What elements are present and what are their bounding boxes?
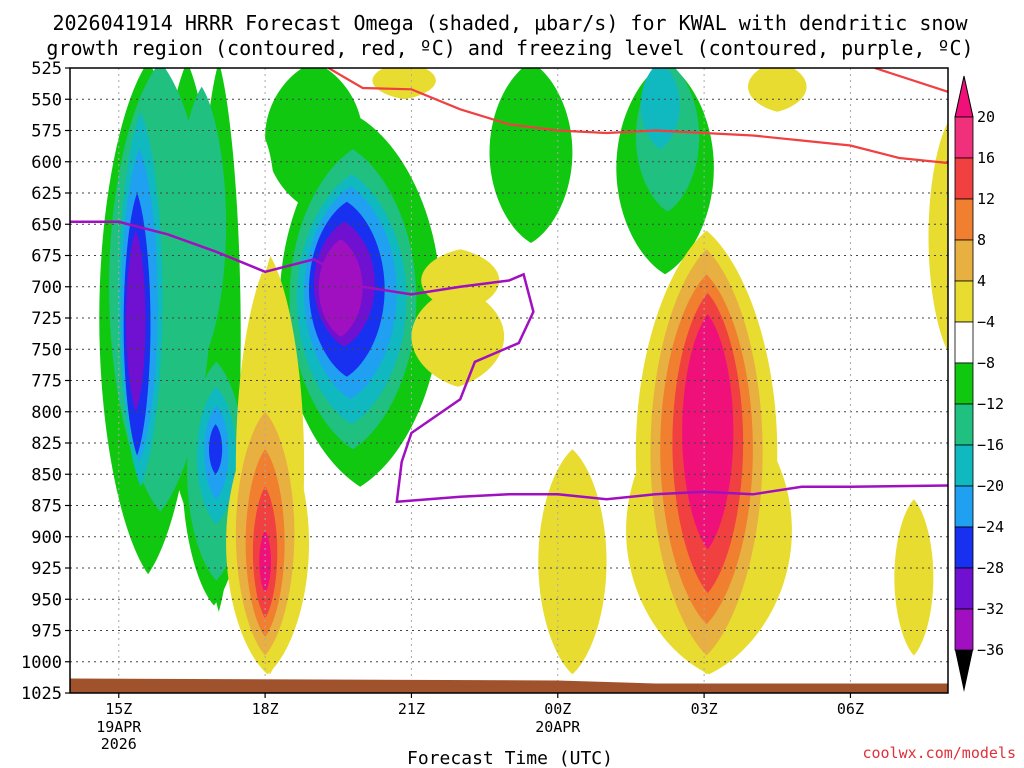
colorbar-label: 16	[977, 149, 995, 167]
pressure-tick-label: 525	[31, 59, 62, 79]
pressure-tick-label: 725	[31, 309, 62, 329]
terrain-fill	[70, 678, 948, 693]
colorbar-swatch	[954, 321, 974, 364]
colorbar-swatch	[954, 567, 974, 610]
colorbar-swatch	[954, 280, 974, 323]
omega-upward-center-core-2	[318, 239, 363, 337]
time-tick-sublabel: 2026	[101, 735, 137, 753]
pressure-tick-label: 1025	[21, 684, 62, 704]
colorbar-label: 4	[977, 272, 986, 290]
time-tick-label: 21Z	[398, 700, 425, 718]
omega-upward-left-teal-b	[177, 86, 227, 362]
colorbar-top-arrow	[954, 75, 974, 118]
pressure-tick-label: 900	[31, 528, 62, 548]
colorbar-label: −20	[977, 477, 1004, 495]
pressure-axis: 525 550 575 600 625 650 675 700 725 750 775 800 825 8…	[21, 59, 70, 704]
pressure-tick-label: 700	[31, 278, 62, 298]
pressure-tick-label: 925	[31, 559, 62, 579]
colorbar-bottom-arrow	[955, 650, 973, 692]
pressure-tick-label: 1000	[21, 653, 62, 673]
dgz-contour-red	[874, 68, 948, 93]
colorbar: 20 16 12 8 4 −4 −8 −12 −16 −20 −24 −28 −32 −36	[954, 75, 1004, 692]
time-tick-sublabel: 19APR	[96, 718, 142, 736]
pressure-tick-label: 950	[31, 590, 62, 610]
colorbar-label: −12	[977, 395, 1004, 413]
pressure-tick-label: 975	[31, 622, 62, 642]
pressure-tick-label: 675	[31, 247, 62, 267]
omega-upward-mid-core	[209, 424, 223, 475]
colorbar-swatch	[954, 116, 974, 159]
time-tick-sublabel: 20APR	[535, 718, 581, 736]
colorbar-label: 20	[977, 108, 995, 126]
grid-lines	[70, 68, 948, 693]
colorbar-label: −28	[977, 559, 1004, 577]
colorbar-swatch	[954, 526, 974, 569]
time-tick-label: 00Z	[544, 700, 571, 718]
colorbar-swatch	[954, 239, 974, 282]
omega-upward-right-cyan	[640, 68, 680, 150]
pressure-tick-label: 775	[31, 372, 62, 392]
colorbar-swatch	[954, 608, 974, 651]
omega-upward-left-core-2	[126, 230, 146, 412]
omega-downward-top-1	[372, 68, 436, 100]
chart-title-line-2: growth region (contoured, red, ºC) and f…	[46, 36, 973, 60]
time-tick-label: 18Z	[252, 700, 279, 718]
pressure-tick-label: 875	[31, 497, 62, 517]
omega-gap-notch	[252, 136, 275, 275]
omega-downward-far-right	[928, 122, 948, 352]
pressure-tick-label: 625	[31, 184, 62, 204]
pressure-tick-label: 750	[31, 340, 62, 360]
omega-downward-lower-3	[894, 499, 934, 656]
pressure-tick-label: 650	[31, 215, 62, 235]
omega-downward-top-2	[748, 68, 807, 112]
colorbar-swatch	[954, 444, 974, 487]
pressure-tick-label: 800	[31, 403, 62, 423]
omega-downward-center-2	[411, 286, 505, 387]
omega-field	[99, 68, 948, 675]
time-tick-label: 03Z	[691, 700, 718, 718]
colorbar-label: −32	[977, 600, 1004, 618]
colorbar-label: 8	[977, 231, 986, 249]
pressure-tick-label: 600	[31, 153, 62, 173]
colorbar-swatch	[954, 198, 974, 241]
chart-title-line-1: 2026041914 HRRR Forecast Omega (shaded, …	[52, 11, 968, 35]
colorbar-swatch	[954, 362, 974, 405]
pressure-tick-label: 575	[31, 122, 62, 142]
colorbar-swatch	[954, 485, 974, 528]
colorbar-swatch	[954, 157, 974, 200]
colorbar-label: −24	[977, 518, 1004, 536]
dgz-contour-red	[327, 68, 948, 165]
colorbar-label: −36	[977, 641, 1004, 659]
pressure-tick-label: 825	[31, 434, 62, 454]
time-tick-label: 06Z	[837, 700, 864, 718]
colorbar-label: −4	[977, 313, 995, 331]
omega-downward-right-core	[682, 314, 734, 550]
time-tick-label: 15Z	[105, 700, 132, 718]
omega-upward-band-top-right	[489, 68, 573, 243]
colorbar-label: −16	[977, 436, 1004, 454]
credit-text: coolwx.com/models	[862, 744, 1016, 762]
contour-lines	[70, 68, 948, 504]
x-axis-label: Forecast Time (UTC)	[407, 748, 613, 768]
colorbar-swatch	[954, 403, 974, 446]
pressure-tick-label: 850	[31, 465, 62, 485]
freezing-level-contour	[70, 220, 948, 504]
colorbar-label: 12	[977, 190, 995, 208]
pressure-tick-label: 550	[31, 90, 62, 110]
colorbar-label: −8	[977, 354, 995, 372]
terrain-layer	[70, 678, 948, 693]
